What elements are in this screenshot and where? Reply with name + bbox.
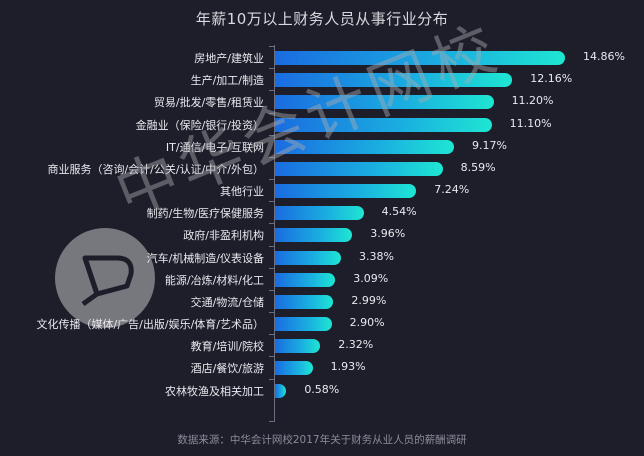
bar	[275, 339, 321, 354]
bar	[275, 51, 565, 65]
category-label: 文化传播（媒体/广告/出版/娱乐/体育/艺术品）	[36, 318, 264, 332]
bar	[275, 361, 313, 376]
category-label: IT/通信/电子/互联网	[165, 140, 264, 154]
axis-tick	[269, 90, 274, 92]
category-label: 农林牧渔及相关加工	[165, 384, 264, 398]
category-label: 能源/冶炼/材料/化工	[164, 273, 264, 287]
bar	[275, 139, 454, 154]
axis-tick	[269, 378, 274, 380]
value-label: 14.86%	[583, 50, 625, 63]
category-label: 房地产/建筑业	[194, 52, 264, 65]
category-label: 贸易/批发/零售/租赁业	[153, 96, 264, 110]
bar-row: 文化传播（媒体/广告/出版/娱乐/体育/艺术品） 2.90%	[0, 312, 644, 335]
y-axis-line	[274, 45, 275, 422]
value-label: 9.17%	[471, 138, 507, 152]
bar-row: 商业服务（咨询/会计/公关/认证/中介/外包） 8.59%	[0, 156, 644, 180]
axis-tick	[269, 312, 274, 314]
category-label: 教育/培训/院校	[190, 340, 264, 354]
bar	[275, 383, 287, 398]
axis-tick	[269, 421, 274, 422]
value-label: 0.58%	[304, 382, 340, 396]
category-label: 制药/生物/医疗保健服务	[146, 207, 264, 221]
value-label: 3.38%	[358, 249, 394, 263]
bar-row: 教育/培训/院校 2.32%	[0, 334, 644, 357]
axis-tick	[269, 134, 274, 136]
axis-tick	[269, 356, 274, 358]
bar	[275, 294, 334, 309]
bar-row: 能源/冶炼/材料/化工 3.09%	[0, 267, 644, 291]
bar-row: 农林牧渔及相关加工 0.58%	[0, 378, 644, 402]
bar-row: 制药/生物/医疗保健服务 4.54%	[0, 201, 644, 224]
chart-title: 年薪10万以上财务人员从事行业分布	[195, 10, 449, 28]
axis-tick	[269, 201, 274, 203]
bar	[275, 73, 513, 88]
bar	[275, 184, 417, 199]
bar	[275, 272, 336, 287]
value-label: 11.20%	[511, 94, 554, 108]
bar-row: 政府/非盈利机构 3.96%	[0, 223, 644, 246]
category-label: 交通/物流/仓储	[190, 295, 264, 309]
category-label: 生产/加工/制造	[190, 74, 264, 88]
axis-tick	[269, 245, 274, 247]
category-label: 酒店/餐饮/旅游	[190, 362, 264, 376]
category-label: 其他行业	[220, 185, 264, 199]
category-label: 政府/非盈利机构	[183, 229, 264, 243]
bar-row: 贸易/批发/零售/租赁业 11.20%	[0, 90, 644, 113]
axis-tick	[269, 289, 274, 291]
bar-row: 酒店/餐饮/旅游 1.93%	[0, 356, 644, 379]
bar	[275, 206, 364, 221]
value-label: 7.24%	[434, 183, 470, 197]
category-label: 商业服务（咨询/会计/公关/认证/中介/外包）	[47, 162, 264, 176]
value-label: 4.54%	[381, 205, 417, 219]
bar	[275, 161, 443, 176]
watermark-logo-icon	[55, 228, 155, 328]
bar	[275, 117, 492, 132]
axis-tick	[269, 46, 274, 47]
value-label: 1.93%	[330, 360, 366, 374]
category-label: 汽车/机械制造/仪表设备	[146, 251, 264, 265]
axis-tick	[269, 223, 274, 225]
bar-row: 房地产/建筑业 14.86%	[0, 46, 644, 69]
bar-chart: 房地产/建筑业 14.86% 生产/加工/制造 12.16% 贸易/批发/零售/租赁业 1…	[0, 45, 644, 423]
bar-row: 汽车/机械制造/仪表设备 3.38%	[0, 245, 644, 269]
value-label: 2.32%	[338, 338, 374, 352]
bar	[275, 317, 332, 332]
value-label: 2.99%	[351, 293, 387, 307]
value-label: 3.96%	[370, 227, 406, 241]
bar	[275, 95, 494, 110]
bar-row: 金融业（保险/银行/投资） 11.10%	[0, 112, 644, 136]
value-label: 2.90%	[349, 316, 385, 330]
value-label: 12.16%	[530, 72, 573, 86]
axis-tick	[269, 156, 274, 158]
bar-row: 其他行业 7.24%	[0, 179, 644, 202]
bar-row: 生产/加工/制造 12.16%	[0, 68, 644, 91]
axis-tick	[269, 68, 274, 70]
category-label: 金融业（保险/银行/投资）	[135, 118, 264, 132]
axis-tick	[269, 334, 274, 336]
bar	[275, 228, 353, 243]
axis-tick	[269, 112, 274, 114]
value-label: 11.10%	[509, 116, 552, 130]
bar	[275, 250, 341, 265]
bar-row: IT/通信/电子/互联网 9.17%	[0, 134, 644, 158]
value-label: 8.59%	[460, 160, 496, 174]
bar-row: 交通/物流/仓储 2.99%	[0, 289, 644, 313]
axis-tick	[269, 267, 274, 269]
data-source-note: 数据来源：中华会计网校2017年关于财务从业人员的薪酬调研	[177, 434, 467, 446]
axis-tick	[269, 179, 274, 181]
value-label: 3.09%	[353, 271, 389, 285]
